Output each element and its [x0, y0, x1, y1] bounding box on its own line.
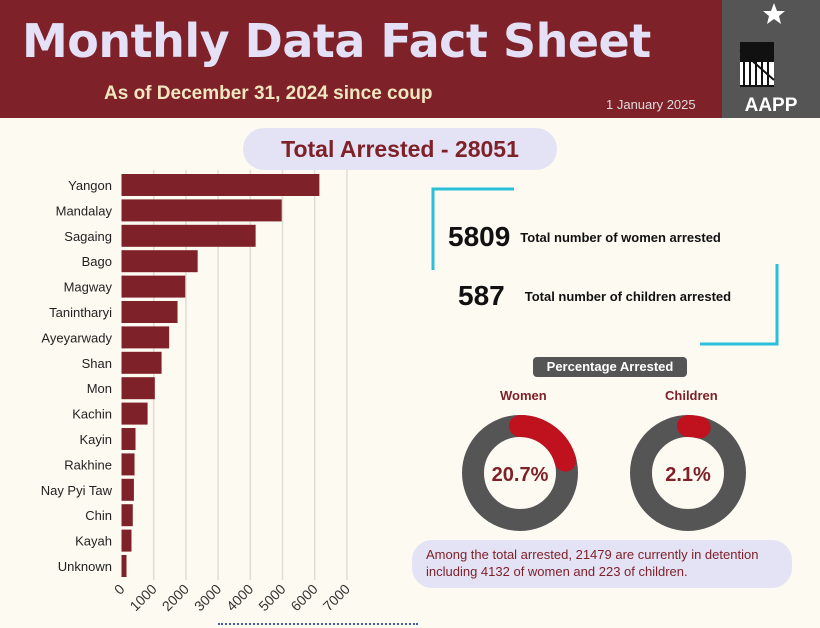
- children-percentage-value: 2.1%: [665, 464, 711, 486]
- page-subtitle: As of December 31, 2024 since coup: [104, 83, 433, 104]
- y-category-label: Kayah: [75, 534, 112, 549]
- x-tick-label: 6000: [287, 581, 320, 614]
- y-category-label: Chin: [85, 508, 112, 523]
- dotted-divider: [218, 623, 418, 625]
- bar-mandalay: [121, 199, 282, 222]
- children-donut-label: Children: [665, 388, 718, 403]
- total-arrested-badge: Total Arrested - 28051: [243, 128, 557, 170]
- bar-unknown: [121, 555, 127, 577]
- women-percentage-value: 20.7%: [492, 464, 549, 486]
- women-arrested-stat: 5809 Total number of women arrested: [448, 221, 721, 253]
- x-tick-label: 1000: [126, 581, 159, 614]
- y-category-label: Yangon: [68, 178, 112, 193]
- women-donut-fill: [462, 415, 578, 531]
- children-arrested-count: 587: [458, 280, 505, 311]
- stats-frame: [431, 187, 779, 346]
- header-banner: Monthly Data Fact Sheet As of December 3…: [0, 0, 722, 118]
- women-donut-label: Women: [500, 388, 547, 403]
- children-arrested-stat: 587 Total number of children arrested: [458, 280, 731, 312]
- bar-kayin: [121, 428, 136, 450]
- y-category-label: Magway: [64, 280, 113, 295]
- bar-kayah: [121, 529, 132, 552]
- percentage-title: Percentage Arrested: [533, 357, 687, 377]
- y-category-label: Ayeyarwady: [41, 330, 112, 345]
- y-category-label: Mandalay: [56, 203, 113, 218]
- women-arrested-count: 5809: [448, 221, 511, 252]
- bar-shan: [121, 351, 162, 374]
- y-category-label: Unknown: [58, 559, 112, 574]
- children-donut-track: [630, 415, 746, 531]
- children-arrested-label: Total number of children arrested: [524, 288, 732, 304]
- page-title: Monthly Data Fact Sheet: [22, 14, 651, 68]
- bar-nay-pyi-taw: [121, 478, 134, 501]
- y-category-label: Bago: [82, 254, 112, 269]
- y-category-label: Rakhine: [64, 457, 112, 472]
- y-category-label: Kachin: [72, 407, 112, 422]
- bar-sagaing: [121, 224, 256, 247]
- y-category-label: Kayin: [79, 432, 112, 447]
- aapp-logo: AAPP: [722, 0, 820, 118]
- x-tick-label: 2000: [159, 581, 192, 614]
- women-arrested-label: Total number of women arrested: [520, 229, 721, 245]
- y-category-label: Nay Pyi Taw: [41, 483, 113, 498]
- detention-note: Among the total arrested, 21479 are curr…: [412, 540, 792, 588]
- x-tick-label: 7000: [320, 581, 353, 614]
- bar-mon: [121, 377, 155, 400]
- bar-chin: [121, 504, 133, 527]
- bar-magway: [121, 275, 186, 298]
- publish-date: 1 January 2025: [606, 97, 696, 112]
- x-tick-label: 4000: [223, 581, 256, 614]
- bar-bago: [121, 250, 198, 273]
- y-category-label: Tanintharyi: [49, 305, 112, 320]
- bar-rakhine: [121, 453, 135, 476]
- y-category-label: Shan: [82, 356, 112, 371]
- bar-tanintharyi: [121, 301, 178, 323]
- x-tick-label: 3000: [191, 581, 224, 614]
- y-category-label: Sagaing: [64, 229, 112, 244]
- x-tick-label: 5000: [255, 581, 288, 614]
- children-donut-fill: [630, 415, 746, 531]
- bar-kachin: [121, 402, 148, 425]
- svg-text:AAPP: AAPP: [745, 95, 798, 116]
- women-donut-track: [462, 415, 578, 531]
- bar-ayeyarwady: [121, 326, 170, 349]
- y-category-label: Mon: [87, 381, 112, 396]
- x-tick-label: 0: [111, 581, 128, 598]
- bar-yangon: [121, 174, 320, 196]
